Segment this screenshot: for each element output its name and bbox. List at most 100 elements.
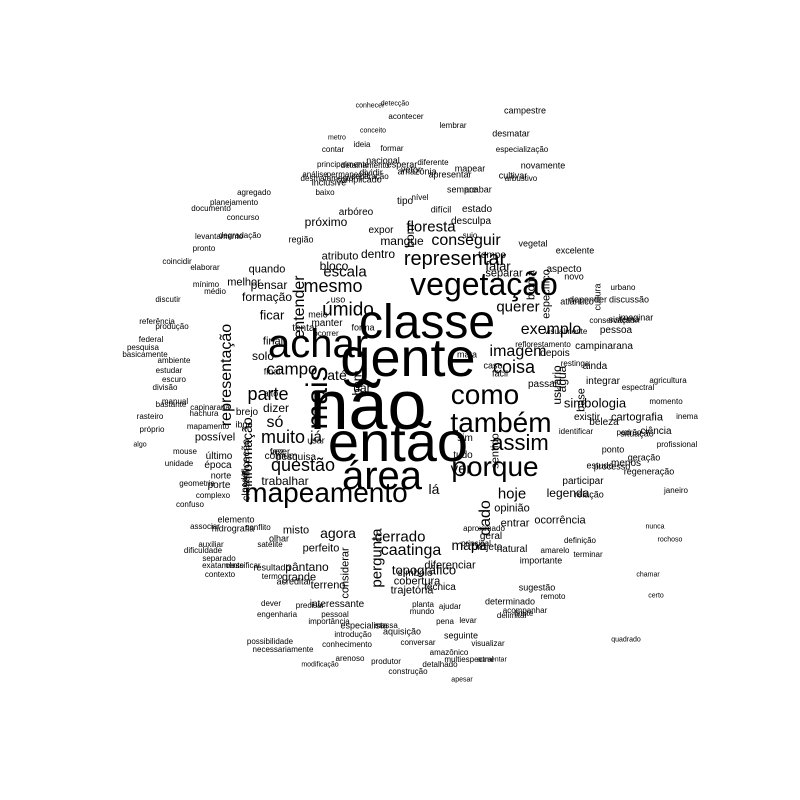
word-221: contar — [321, 145, 345, 154]
word-255: algo — [133, 441, 147, 449]
word-178: tempo — [478, 250, 506, 261]
word-234: pronto — [192, 244, 216, 253]
word-284: momento — [649, 397, 683, 406]
word-118: geração — [627, 452, 661, 463]
word-242: federal — [138, 335, 164, 344]
word-135: satélite — [257, 540, 283, 549]
word-97: norte — [210, 470, 232, 481]
word-177: uso — [330, 294, 346, 305]
word-55: lá — [428, 481, 440, 497]
word-95: último — [205, 451, 233, 462]
word-274: terminar — [573, 550, 603, 559]
word-188: difícil — [430, 204, 452, 215]
word-34: legenda — [546, 486, 590, 500]
word-240: referência — [139, 317, 175, 326]
word-58: base — [575, 388, 588, 412]
word-206: dividir — [359, 167, 383, 178]
word-179: vegetal — [518, 238, 548, 249]
word-52: solo — [251, 349, 275, 363]
word-247: escuro — [161, 375, 187, 384]
word-282: restinga — [560, 359, 590, 368]
word-216: acontecer — [388, 112, 424, 121]
word-80: específico — [540, 269, 553, 319]
word-103: trajetória — [390, 584, 434, 597]
word-249: manual — [161, 397, 189, 406]
word-286: profissional — [656, 440, 698, 449]
word-130: olhar — [268, 533, 290, 544]
word-212: especialização — [495, 145, 549, 154]
word-38: caatinga — [380, 542, 442, 559]
word-237: médio — [204, 287, 226, 296]
word-120: ciência — [640, 426, 672, 437]
word-20: coisa — [492, 357, 536, 377]
word-13: representar — [403, 248, 507, 270]
word-261: confuso — [175, 500, 205, 509]
word-110: mata — [456, 349, 478, 360]
word-232: levantamento — [194, 232, 244, 241]
word-269: precisar — [295, 601, 325, 610]
word-100: ibge — [235, 419, 253, 430]
word-161: necessariamente — [252, 645, 314, 654]
word-89: expor — [368, 225, 394, 236]
word-246: estudar — [155, 366, 183, 375]
word-112: fácil — [491, 368, 509, 379]
word-248: divisão — [152, 383, 178, 392]
word-142: resultado — [253, 562, 291, 573]
word-279: padrão — [616, 428, 642, 437]
word-12: assim — [491, 430, 549, 455]
word-47: só — [266, 414, 284, 431]
word-117: relação — [574, 489, 604, 500]
word-37: cerrado — [374, 528, 426, 546]
word-56: sentido — [489, 433, 502, 469]
word-64: misto — [282, 524, 310, 537]
word-46: mangue — [380, 234, 424, 248]
word-148: seguinte — [443, 630, 479, 641]
word-222: ideia — [353, 140, 371, 149]
word-211: novamente — [520, 160, 566, 171]
word-264: dificuldade — [183, 546, 223, 555]
word-17: parte — [247, 384, 289, 404]
word-273: amarelo — [540, 546, 570, 555]
word-289: certo — [648, 592, 664, 600]
word-149: visualizar — [471, 639, 505, 648]
word-72: opinião — [494, 502, 530, 515]
word-169: apesar — [451, 676, 473, 684]
word-150: ajudar — [438, 602, 462, 611]
word-145: massa — [374, 621, 398, 630]
word-54: já — [310, 428, 322, 446]
word-96: época — [204, 460, 232, 471]
word-233: degradação — [218, 231, 262, 240]
word-200: apresentar — [428, 169, 472, 180]
word-26: hoje — [497, 485, 527, 503]
word-71: tudo — [453, 450, 473, 461]
word-53: dizer — [262, 401, 290, 415]
word-67: grande — [281, 571, 317, 584]
word-263: auxiliar — [198, 540, 224, 549]
word-189: estado — [461, 204, 493, 215]
word-19: muito — [260, 427, 306, 447]
word-152: delimitar — [496, 611, 528, 620]
word-146: pena — [436, 617, 454, 626]
word-175: ocorrer — [313, 329, 339, 338]
word-193: nível — [411, 193, 429, 202]
word-84: cartografia — [611, 411, 663, 424]
word-238: mínimo — [192, 280, 220, 289]
word-257: mouse — [172, 447, 198, 456]
word-111: caso — [483, 360, 503, 371]
word-281: reflorestamento — [515, 340, 571, 349]
word-11: como — [450, 379, 520, 410]
word-226: separação — [351, 172, 389, 181]
word-271: mundo — [409, 607, 435, 616]
word-290: chamar — [636, 571, 660, 579]
word-241: produção — [155, 322, 189, 331]
word-250: bastante — [155, 400, 187, 409]
word-141: contexto — [204, 570, 236, 579]
word-195: acabar — [464, 184, 492, 195]
word-137: sistema — [608, 314, 640, 325]
word-239: discutir — [155, 295, 181, 304]
word-98: porte — [207, 480, 231, 491]
word-199: arbustivo — [504, 174, 538, 183]
word-51: formação — [241, 290, 293, 304]
word-157: conhecimento — [322, 640, 372, 649]
word-140: exatamente — [202, 561, 244, 570]
